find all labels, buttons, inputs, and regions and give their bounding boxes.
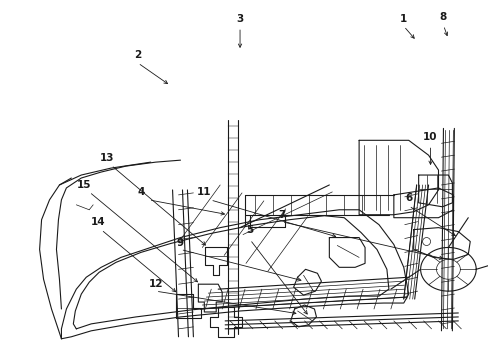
Text: 11: 11 bbox=[197, 187, 212, 197]
Text: 9: 9 bbox=[177, 238, 184, 248]
Text: 10: 10 bbox=[423, 132, 438, 142]
Text: 2: 2 bbox=[134, 50, 142, 60]
Text: 14: 14 bbox=[91, 217, 105, 227]
Text: 5: 5 bbox=[246, 225, 254, 235]
Text: 8: 8 bbox=[440, 12, 447, 22]
Text: 1: 1 bbox=[400, 14, 407, 24]
Text: 7: 7 bbox=[278, 210, 285, 220]
Text: 3: 3 bbox=[236, 14, 244, 24]
Text: 6: 6 bbox=[405, 193, 413, 203]
Text: 15: 15 bbox=[77, 180, 92, 190]
Text: 12: 12 bbox=[148, 279, 163, 289]
Text: 13: 13 bbox=[100, 153, 114, 163]
Text: 4: 4 bbox=[137, 187, 145, 197]
